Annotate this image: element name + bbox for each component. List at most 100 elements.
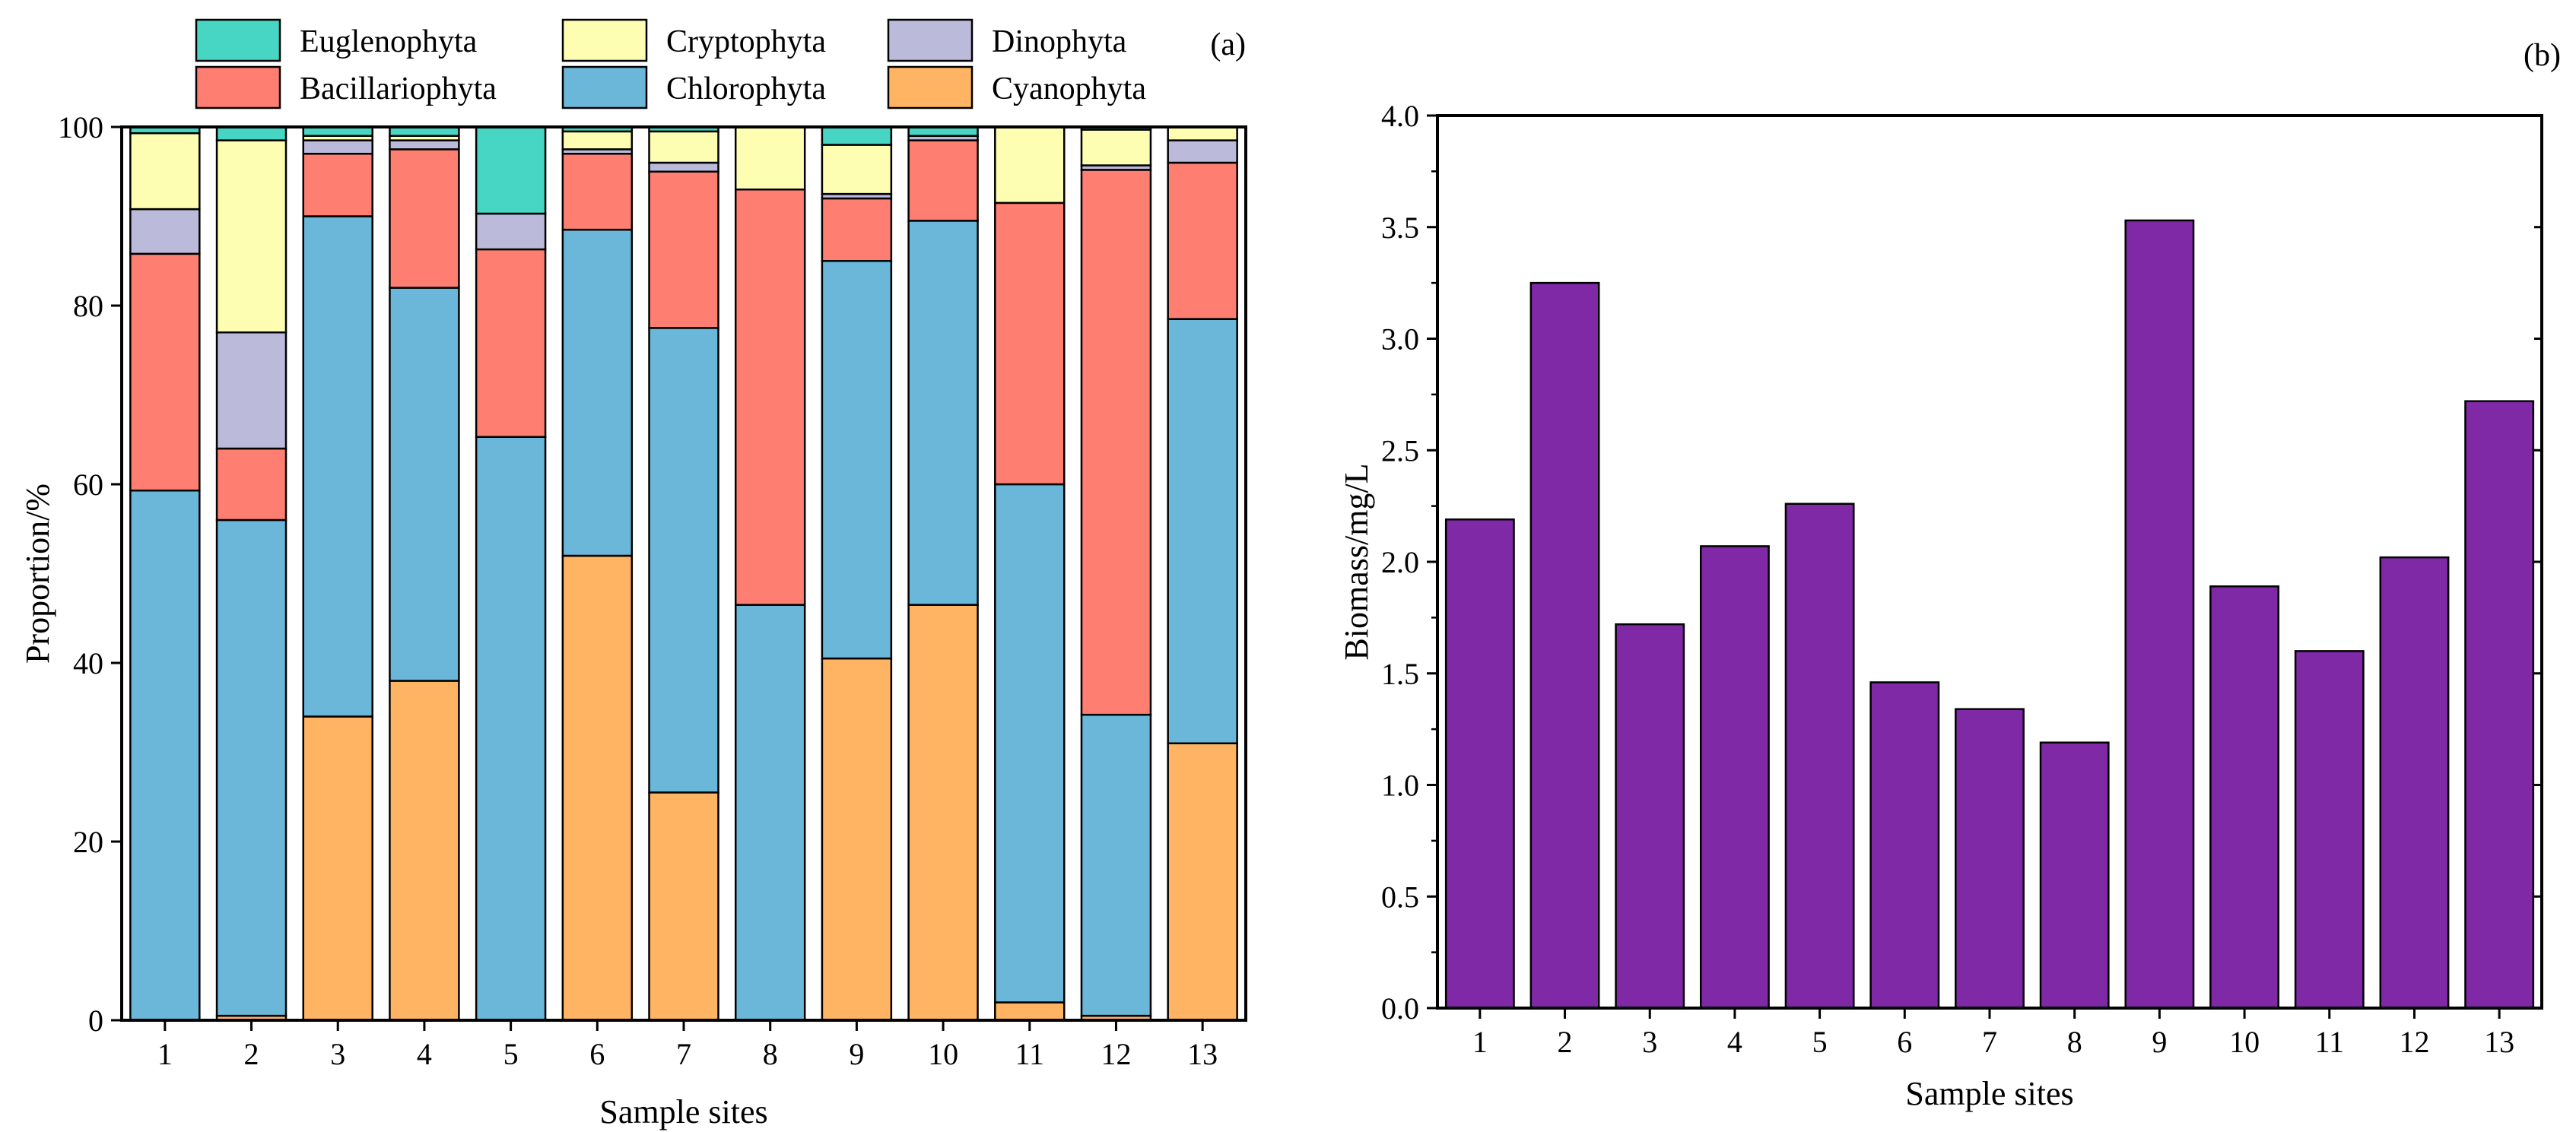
panel-a-y-tick-label: 40 bbox=[73, 646, 103, 680]
panel-a-y-tick-label: 60 bbox=[73, 468, 103, 502]
bar-site-4-chlorophyta bbox=[389, 287, 460, 682]
legend-label-cyanophyta: Cyanophyta bbox=[992, 71, 1146, 106]
legend-label-bacillariophyta: Bacillariophyta bbox=[300, 71, 497, 106]
bar-site-9-euglenophyta bbox=[821, 125, 893, 146]
panel-a-x-tick-label: 7 bbox=[676, 1037, 691, 1071]
bar-site-11-chlorophyta bbox=[994, 483, 1066, 1004]
panel-b-y-tick-label: 4.0 bbox=[1381, 99, 1419, 133]
panel-a-bars bbox=[129, 125, 1238, 1022]
biomass-bar-site-12 bbox=[2379, 556, 2450, 1010]
panel-a-x-tick-label: 12 bbox=[1101, 1037, 1131, 1071]
panel-b-x-tick-label: 7 bbox=[1982, 1025, 1997, 1059]
biomass-bar-site-2 bbox=[1529, 281, 1600, 1010]
bar-site-11-cyanophyta bbox=[994, 1001, 1066, 1022]
legend-swatch-euglenophyta bbox=[195, 18, 281, 62]
panel-b-x-tick-label: 1 bbox=[1472, 1025, 1488, 1059]
bar-site-5-dinophyta bbox=[475, 212, 547, 251]
bar-site-5-chlorophyta bbox=[475, 436, 547, 1022]
panel-a-x-tick-label: 9 bbox=[849, 1037, 864, 1071]
panel-a-x-tick-label: 3 bbox=[330, 1037, 345, 1071]
bar-site-10-chlorophyta bbox=[907, 220, 979, 606]
panel-b-y-tick-label: 1.0 bbox=[1381, 769, 1419, 803]
panel-a-y-tick-label: 0 bbox=[88, 1004, 103, 1038]
panel-a-x-tick-label: 4 bbox=[417, 1037, 432, 1071]
bar-site-5-euglenophyta bbox=[475, 125, 547, 215]
biomass-bar-site-4 bbox=[1699, 545, 1770, 1010]
panel-b-y-tick-label: 0.0 bbox=[1381, 991, 1419, 1026]
panel-a-y-tick-label: 100 bbox=[58, 110, 103, 144]
bar-site-7-bacillariophyta bbox=[648, 170, 719, 329]
bar-site-8-chlorophyta bbox=[734, 604, 806, 1022]
panel-b-y-tick-label: 3.0 bbox=[1381, 322, 1419, 357]
legend-swatch-chlorophyta bbox=[561, 65, 648, 109]
panel-b-x-tick-label: 2 bbox=[1558, 1025, 1573, 1059]
legend-swatch-cyanophyta bbox=[887, 65, 974, 109]
bar-site-13-dinophyta bbox=[1167, 139, 1238, 164]
bar-site-2-cryptophyta bbox=[215, 139, 287, 334]
panel-a-x-tick-label: 5 bbox=[503, 1037, 519, 1071]
bar-site-2-dinophyta bbox=[215, 331, 287, 450]
panel-b-axes: 0.00.51.01.52.02.53.03.54.01 2 3 4 5 6 7 8 9 10 11… bbox=[1381, 99, 2542, 1059]
bar-site-12-chlorophyta bbox=[1080, 713, 1152, 1017]
bar-site-1-bacillariophyta bbox=[129, 252, 201, 492]
biomass-bar-site-1 bbox=[1444, 518, 1515, 1010]
panel-a-y-axis-title: Proportion/% bbox=[19, 484, 56, 664]
biomass-bar-site-11 bbox=[2294, 650, 2365, 1010]
bar-site-7-cyanophyta bbox=[648, 791, 719, 1022]
panel-b-x-axis-title: Sample sites bbox=[1905, 1075, 2073, 1112]
panel-b-x-tick-label: 10 bbox=[2229, 1025, 2260, 1059]
bar-site-2-bacillariophyta bbox=[215, 447, 287, 522]
panel-b-y-tick-label: 0.5 bbox=[1381, 880, 1419, 914]
bar-site-7-cryptophyta bbox=[648, 130, 719, 164]
legend-label-chlorophyta: Chlorophyta bbox=[666, 71, 826, 106]
bar-site-9-cryptophyta bbox=[821, 144, 893, 195]
legend-swatch-bacillariophyta bbox=[195, 65, 281, 109]
panel-a-legend: Euglenophyta Cryptophyta Dinophyta Bacillar… bbox=[195, 18, 1146, 109]
panel-b-bars bbox=[1444, 219, 2535, 1010]
biomass-bar-site-9 bbox=[2124, 219, 2195, 1010]
panel-a-x-axis-title: Sample sites bbox=[599, 1093, 767, 1130]
bar-site-6-cryptophyta bbox=[561, 130, 634, 151]
biomass-bar-site-8 bbox=[2039, 741, 2110, 1010]
bar-site-13-chlorophyta bbox=[1167, 318, 1238, 744]
panel-b-y-tick-label: 1.5 bbox=[1381, 657, 1419, 691]
panel-a-x-tick-label: 13 bbox=[1187, 1037, 1218, 1071]
bar-site-13-cryptophyta bbox=[1167, 125, 1238, 141]
legend-swatch-dinophyta bbox=[887, 18, 974, 62]
bar-site-11-cryptophyta bbox=[994, 125, 1066, 205]
bar-site-6-chlorophyta bbox=[561, 228, 634, 557]
panel-b-x-tick-label: 9 bbox=[2152, 1025, 2167, 1059]
panel-a-label: (a) bbox=[1210, 27, 1246, 62]
panel-a-x-tick-label: 6 bbox=[589, 1037, 605, 1071]
panel-b-x-tick-label: 12 bbox=[2399, 1025, 2429, 1059]
panel-b-y-tick-label: 2.5 bbox=[1381, 433, 1419, 468]
bar-site-7-chlorophyta bbox=[648, 327, 719, 794]
bar-site-11-bacillariophyta bbox=[994, 201, 1066, 486]
panel-b-y-tick-label: 2.0 bbox=[1381, 545, 1419, 579]
bar-site-7-dinophyta bbox=[648, 161, 719, 173]
bar-site-3-cyanophyta bbox=[302, 715, 373, 1022]
biomass-bar-site-10 bbox=[2209, 585, 2280, 1010]
bar-site-1-dinophyta bbox=[129, 208, 201, 255]
bar-site-12-bacillariophyta bbox=[1080, 169, 1152, 716]
biomass-bar-site-3 bbox=[1615, 623, 1685, 1010]
bar-site-6-bacillariophyta bbox=[561, 153, 634, 231]
biomass-bar-site-7 bbox=[1955, 708, 2025, 1010]
bar-site-3-chlorophyta bbox=[302, 215, 373, 718]
panel-b-y-tick-label: 3.5 bbox=[1381, 211, 1419, 245]
bar-site-2-euglenophyta bbox=[215, 125, 287, 141]
biomass-bar-site-13 bbox=[2464, 400, 2535, 1010]
bar-site-13-bacillariophyta bbox=[1167, 161, 1238, 320]
panel-b-y-axis-title: Biomass/mg/L bbox=[1338, 463, 1375, 660]
biomass-bar-site-5 bbox=[1784, 503, 1855, 1010]
panel-b-x-tick-label: 8 bbox=[2067, 1025, 2082, 1059]
bar-site-2-chlorophyta bbox=[215, 518, 287, 1017]
panel-a-y-tick-label: 80 bbox=[73, 289, 103, 323]
bar-site-4-bacillariophyta bbox=[389, 148, 460, 289]
legend-swatch-cryptophyta bbox=[561, 18, 648, 62]
bar-site-10-cyanophyta bbox=[907, 604, 979, 1022]
bar-site-4-dinophyta bbox=[389, 139, 460, 151]
panel-b-x-tick-label: 11 bbox=[2315, 1025, 2345, 1059]
